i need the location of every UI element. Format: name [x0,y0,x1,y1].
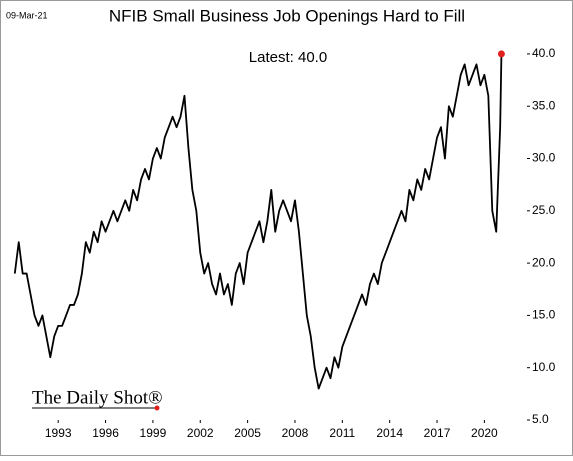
x-tick-label: 2002 [187,426,214,440]
y-tick-label: 20.0 [532,255,556,269]
y-tick-label: 5.0 [532,412,549,426]
line-series [13,53,503,390]
watermark: The Daily Shot® [32,387,163,408]
latest-point [497,50,505,58]
x-tick-label: 2005 [234,426,261,440]
date-label: 09-Mar-21 [6,10,48,20]
y-tick-label: 30.0 [532,151,556,165]
y-tick-label: 35.0 [532,98,556,112]
y-tick-label: 10.0 [532,360,556,374]
x-tick-label: 2014 [376,426,403,440]
x-tick-label: 2020 [471,426,498,440]
watermark-dot [154,405,160,411]
x-tick-label: 1993 [45,426,72,440]
y-tick-label: 25.0 [532,203,556,217]
x-tick-label: 2011 [329,426,355,440]
annotation: Latest: 40.0 [249,49,327,66]
x-tick-label: 1999 [140,426,167,440]
x-tick-label: 1996 [92,426,119,440]
x-tick-label: 2008 [282,426,309,440]
x-tick-label: 2017 [424,426,451,440]
y-tick-label: 15.0 [532,308,556,322]
y-tick-label: 40.0 [532,46,556,60]
chart-title: NFIB Small Business Job Openings Hard to… [109,6,465,25]
